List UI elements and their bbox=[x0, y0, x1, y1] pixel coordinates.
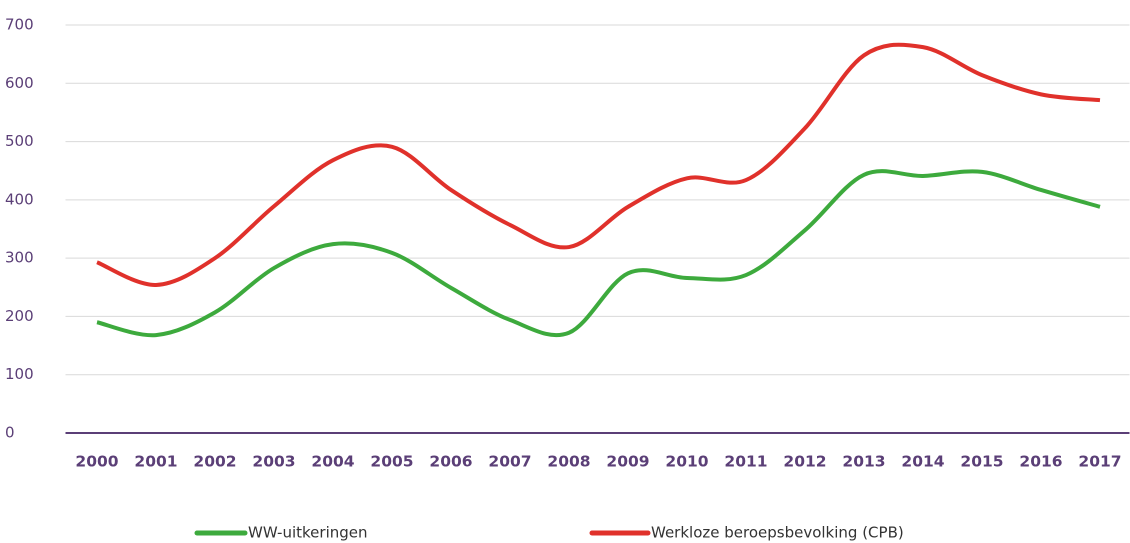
legend-label: WW-uitkeringen bbox=[248, 524, 368, 542]
x-tick-label: 2015 bbox=[960, 453, 1003, 471]
y-tick-label: 100 bbox=[5, 365, 34, 383]
x-tick-label: 2017 bbox=[1078, 453, 1121, 471]
x-tick-label: 2016 bbox=[1019, 453, 1062, 471]
x-tick-label: 2012 bbox=[783, 453, 826, 471]
x-tick-label: 2000 bbox=[75, 453, 118, 471]
x-tick-label: 2004 bbox=[311, 453, 354, 471]
x-tick-label: 2014 bbox=[901, 453, 944, 471]
x-tick-label: 2003 bbox=[252, 453, 295, 471]
legend-label: Werkloze beroepsbevolking (CPB) bbox=[651, 524, 904, 542]
x-tick-label: 2001 bbox=[134, 453, 177, 471]
y-tick-label: 300 bbox=[5, 249, 34, 267]
y-tick-label: 600 bbox=[5, 74, 34, 92]
y-tick-label: 200 bbox=[5, 307, 34, 325]
series-line bbox=[96, 169, 1101, 338]
y-tick-label: 400 bbox=[5, 190, 34, 208]
x-tick-label: 2007 bbox=[488, 453, 531, 471]
y-tick-label: 0 bbox=[5, 424, 15, 442]
x-tick-label: 2006 bbox=[429, 453, 472, 471]
series-line bbox=[96, 42, 1101, 287]
x-tick-label: 2005 bbox=[370, 453, 413, 471]
x-tick-label: 2009 bbox=[606, 453, 649, 471]
x-tick-label: 2010 bbox=[665, 453, 708, 471]
x-tick-label: 2011 bbox=[724, 453, 767, 471]
x-tick-label: 2002 bbox=[193, 453, 236, 471]
x-tick-label: 2008 bbox=[547, 453, 590, 471]
x-tick-label: 2013 bbox=[842, 453, 885, 471]
y-tick-label: 700 bbox=[5, 16, 34, 34]
y-tick-label: 500 bbox=[5, 132, 34, 150]
